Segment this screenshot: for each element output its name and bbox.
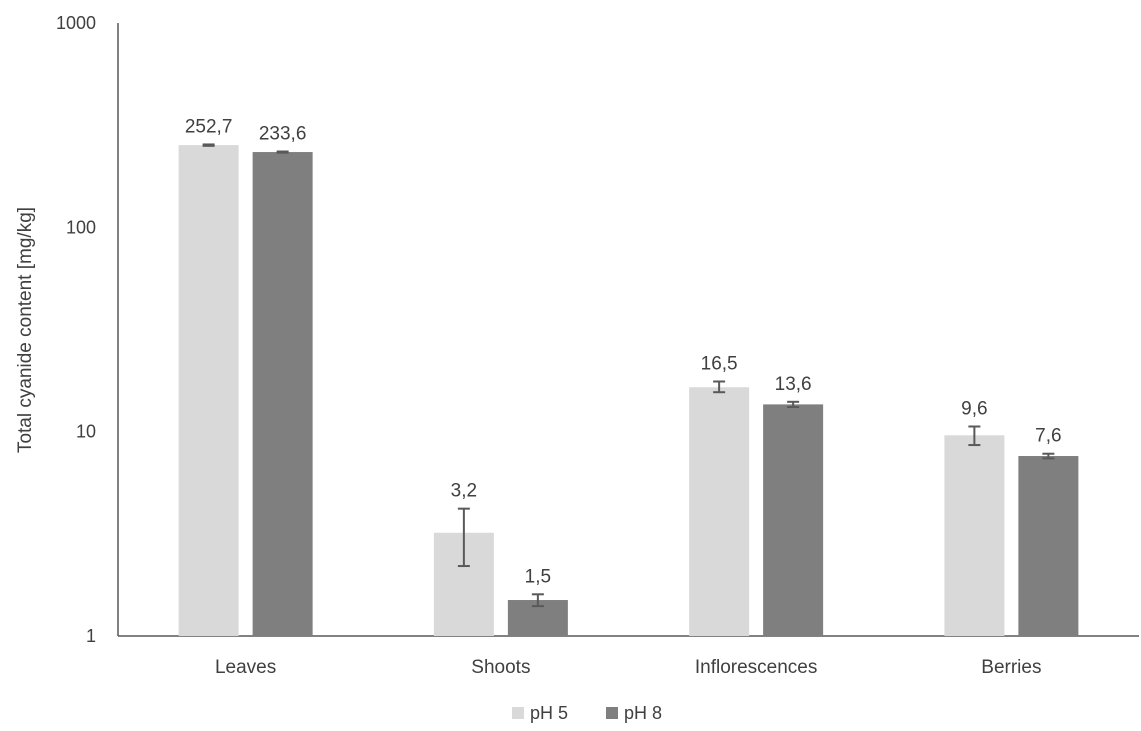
bar-ph5-berries bbox=[944, 435, 1005, 636]
data-label: 233,6 bbox=[259, 124, 307, 145]
bar-ph5-inflorescences bbox=[689, 387, 750, 636]
data-label: 16,5 bbox=[701, 354, 738, 375]
data-label: 13,6 bbox=[775, 374, 812, 395]
category-label: Berries bbox=[981, 657, 1041, 678]
legend-swatch bbox=[512, 707, 524, 719]
category-label: Inflorescences bbox=[695, 657, 818, 678]
legend-label: pH 5 bbox=[530, 703, 568, 723]
y-tick-label: 10 bbox=[76, 422, 96, 442]
data-label: 3,2 bbox=[451, 481, 477, 502]
legend-label: pH 8 bbox=[624, 703, 662, 723]
category-label: Shoots bbox=[471, 657, 530, 678]
bar-ph8-leaves bbox=[252, 152, 313, 636]
data-label: 252,7 bbox=[185, 116, 233, 137]
plot-area: 1 10 100 1000 252,7 233,6 Leaves 3,2 1,5 Shoots 16… bbox=[56, 13, 1139, 678]
data-label: 7,6 bbox=[1035, 426, 1061, 447]
y-tick-label: 1 bbox=[86, 626, 96, 646]
y-tick-label: 1000 bbox=[56, 13, 96, 33]
data-label: 9,6 bbox=[961, 398, 987, 419]
y-axis-title: Total cyanide content [mg/kg] bbox=[15, 207, 36, 453]
legend: pH 5 pH 8 bbox=[512, 703, 662, 723]
bar-ph8-inflorescences bbox=[763, 404, 824, 636]
category-label: Leaves bbox=[215, 657, 276, 678]
y-tick-label: 100 bbox=[66, 217, 96, 237]
data-label: 1,5 bbox=[525, 566, 551, 587]
bar-ph8-berries bbox=[1018, 456, 1079, 636]
legend-swatch bbox=[606, 707, 618, 719]
bar-ph5-leaves bbox=[178, 145, 239, 636]
